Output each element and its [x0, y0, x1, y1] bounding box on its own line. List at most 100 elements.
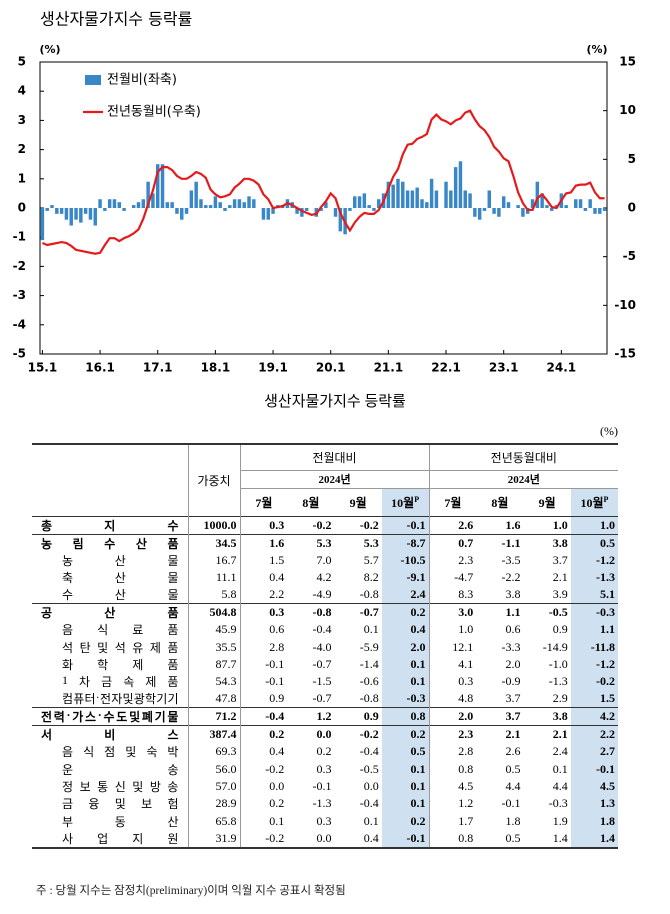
value-cell: -2.2	[501, 569, 521, 584]
value-cell: -3.3	[501, 639, 521, 654]
bar	[79, 208, 83, 223]
header-cell	[32, 444, 188, 516]
y2-axis-unit: (%)	[586, 43, 607, 56]
label-char: 공	[41, 606, 53, 621]
table-row: 음 식 료 품 45.9 0.6 -0.4 0.1 0.4 1.0 0.6 0.9 1.1	[32, 621, 619, 639]
weight-cell: 35.5	[187, 638, 240, 656]
y-tick-label: -1	[13, 230, 26, 244]
value-cell: -3.5	[501, 552, 521, 567]
value-cell: 1.9	[552, 813, 568, 828]
label-char: ·	[97, 708, 102, 723]
label-char: 속	[123, 675, 135, 690]
weight-cell: 87.7	[187, 655, 240, 673]
value-cell: 0.0	[239, 777, 288, 796]
bar	[319, 208, 323, 211]
value-cell: 0.0	[287, 725, 335, 744]
value-cell: 4.5	[570, 777, 619, 796]
value-cell: 0.2	[381, 603, 430, 622]
value-cell: -1.3	[548, 674, 568, 689]
value-cell: -1.2	[570, 655, 619, 673]
value-cell: 1.4	[552, 830, 568, 845]
header-month: 8월	[476, 488, 523, 516]
weight-cell: 65.8	[187, 812, 240, 830]
value-cell: 1.8	[570, 812, 619, 830]
label-char: 및	[132, 780, 144, 795]
label-char: 수	[104, 536, 116, 551]
bar	[232, 199, 237, 208]
header-month: 7월	[239, 488, 288, 516]
label-char: 기	[154, 710, 166, 725]
x-tick-label: 15.1	[28, 361, 58, 375]
bar	[487, 190, 492, 208]
label-char: 금	[62, 797, 74, 812]
bar	[420, 199, 424, 208]
value-cell: 0.6	[505, 622, 521, 637]
value-cell: -0.1	[312, 779, 332, 794]
label-char: 광	[133, 692, 145, 707]
table-row: 사 업 지 원 31.9 -0.2 0.0 0.4 -0.1 0.8 0.5 1.4 1.4	[32, 829, 619, 848]
label-char: 방	[149, 780, 161, 795]
label-char: 림	[72, 536, 84, 551]
label-char: 수	[167, 518, 179, 533]
table-unit: (%)	[600, 424, 618, 438]
value-cell: -0.3	[381, 690, 430, 708]
label-char: 음	[62, 623, 74, 638]
value-cell: -0.1	[570, 760, 619, 778]
value-cell: 2.1	[523, 725, 571, 744]
value-cell: 0.8	[428, 760, 477, 778]
bar	[410, 190, 415, 208]
label-char: 산	[114, 588, 126, 603]
value-cell: 4.1	[428, 655, 477, 673]
value-cell: 12.1	[428, 638, 477, 656]
label-char: 융	[88, 797, 100, 812]
value-cell: 0.4	[239, 568, 288, 587]
bar	[468, 193, 472, 208]
bar	[367, 205, 371, 208]
value-cell: -1.4	[359, 656, 379, 671]
value-cell: -1.3	[570, 568, 619, 587]
bar	[175, 208, 179, 214]
bar	[300, 208, 304, 217]
label-char: 및	[129, 710, 141, 725]
y-tick-label: 0	[18, 201, 26, 215]
value-cell: 1.1	[570, 621, 619, 639]
value-cell: 1.0	[570, 515, 619, 534]
weight-cell: 31.9	[187, 829, 240, 848]
value-cell: 1.2	[287, 707, 335, 726]
label-char: 차	[79, 675, 91, 690]
value-cell: -0.5	[523, 603, 571, 622]
weight-cell: 5.8	[187, 586, 240, 604]
bar	[377, 199, 381, 208]
label-char: 보	[79, 780, 91, 795]
bar	[492, 208, 496, 214]
y-tick-label: -5	[13, 347, 26, 361]
label-char: 화	[62, 657, 74, 672]
bar	[223, 208, 227, 211]
bar	[83, 208, 88, 214]
label-char: 품	[167, 675, 179, 690]
value-cell: -0.2	[334, 515, 382, 534]
label-char: 제	[132, 657, 144, 672]
table-row: 수 산 물 5.8 2.2 -4.9 -0.8 2.4 8.3 3.8 3.9 5.1	[32, 586, 619, 604]
bar	[333, 208, 338, 217]
bar	[228, 205, 232, 208]
label-char: 농	[41, 536, 53, 551]
table-row: 금 융 및 보 험 28.9 0.2 -1.3 -0.4 0.1 1.2 -0.1 -0.3 1.3	[32, 795, 619, 813]
bar	[40, 208, 45, 241]
bar	[160, 164, 165, 208]
value-cell: 1.6	[239, 533, 288, 552]
label-char: 축	[62, 570, 74, 585]
value-cell: -0.1	[239, 655, 288, 673]
label-char: 원	[167, 831, 179, 846]
value-cell: 2.0	[381, 638, 430, 656]
value-cell: -14.9	[542, 639, 568, 654]
value-cell: 3.8	[523, 533, 571, 552]
